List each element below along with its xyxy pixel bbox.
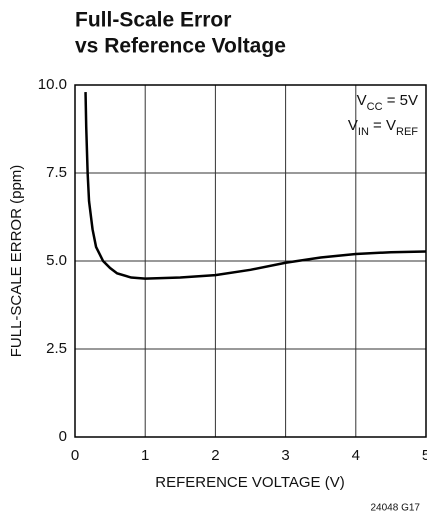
annotation-part: = V — [369, 117, 396, 134]
x-tick-label: 0 — [71, 447, 79, 464]
y-tick-label: 2.5 — [46, 340, 67, 357]
y-tick-label: 7.5 — [46, 164, 67, 181]
annotation-part: V — [357, 92, 367, 109]
chart-title: Full-Scale Error — [75, 9, 231, 32]
y-tick-label: 10.0 — [38, 76, 67, 93]
annotation-part: CC — [367, 101, 383, 113]
y-tick-label: 0 — [59, 428, 67, 445]
figure-id: 24048 G17 — [371, 503, 421, 514]
y-axis-label: FULL-SCALE ERROR (ppm) — [8, 165, 25, 358]
x-tick-label: 1 — [141, 447, 149, 464]
annotation: VIN = VREF — [348, 117, 418, 138]
annotation-part: = 5V — [383, 92, 418, 109]
annotation-part: IN — [358, 126, 369, 138]
x-tick-label: 5 — [422, 447, 427, 464]
y-tick-label: 5.0 — [46, 252, 67, 269]
annotation-part: REF — [396, 126, 418, 138]
x-tick-label: 4 — [352, 447, 360, 464]
x-axis-label: REFERENCE VOLTAGE (V) — [155, 474, 344, 491]
x-tick-label: 2 — [211, 447, 219, 464]
chart-title: vs Reference Voltage — [75, 35, 286, 58]
annotation: VCC = 5V — [357, 92, 418, 113]
data-line — [84, 92, 427, 280]
x-tick-label: 3 — [281, 447, 289, 464]
annotation-part: V — [348, 117, 358, 134]
plot-frame — [74, 84, 427, 438]
